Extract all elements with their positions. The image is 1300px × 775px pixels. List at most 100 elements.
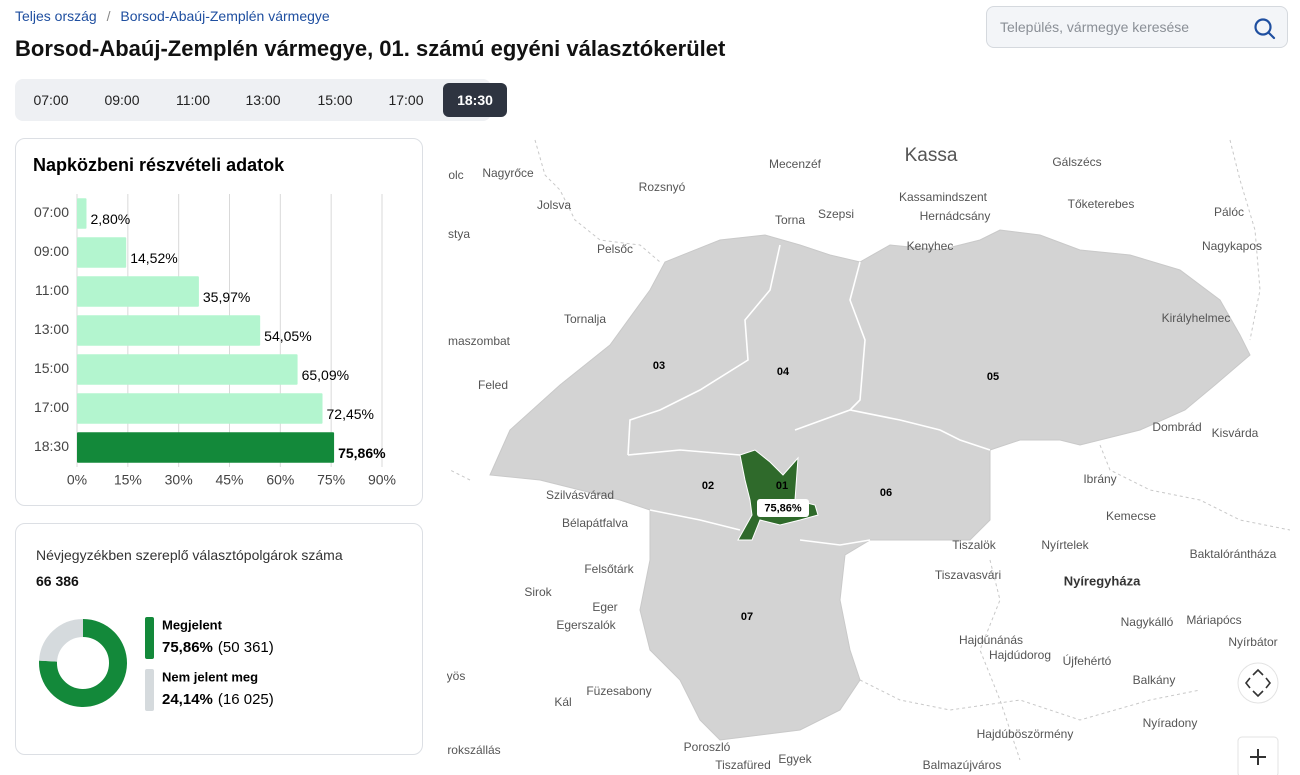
legend-percent: 75,86% [162,639,213,656]
zoom-in-icon [1250,749,1266,765]
place-label: Nyírtelek [1041,538,1089,552]
place-label: Pálóc [1214,205,1244,219]
time-tab[interactable]: 13:00 [245,92,281,108]
place-label: Nagykálló [1121,615,1174,629]
legend-swatch [145,617,154,659]
page-title: Borsod-Abaúj-Zemplén vármegye, 01. számú… [15,36,726,61]
place-label: Tiszafüred [715,758,771,772]
x-tick-label: 30% [165,472,193,488]
place-label: Jolsva [537,198,571,212]
border [794,409,991,451]
boundary [859,679,1201,721]
place-label: Sirok [524,585,552,599]
donut-segment [39,619,127,707]
place-label: maszombat [448,334,511,348]
time-tab[interactable]: 15:00 [317,92,353,108]
breadcrumb-link[interactable]: Borsod-Abaúj-Zemplén vármegye [120,8,330,24]
place-label: Dombrád [1152,420,1201,434]
recenter-button[interactable] [1237,662,1279,704]
place-label: Felsőtárk [584,562,634,576]
breadcrumb-separator: / [106,8,111,24]
donut-chart: Megjelent 75,86% (50 361) Nem jelent meg 24,… [39,617,274,711]
legend-value: 24,14% (16 025) [162,691,274,708]
place-label: rokszállás [447,743,500,757]
x-tick-label: 75% [317,472,345,488]
bar-chart: Napközbeni részvételi adatok 0% 15% 30% 45%… [33,155,396,488]
place-label: Kemecse [1106,509,1156,523]
search-icon[interactable] [1253,17,1277,41]
boundary [449,469,1021,761]
x-tick-label: 0% [67,472,87,488]
highlight-label-box [757,499,809,517]
time-tabs: 07:00 09:00 11:00 13:00 15:00 17:00 18:30 [15,79,507,121]
district-label: 05 [987,371,999,383]
place-label: Újfehértó [1063,653,1112,668]
place-label: Rozsnyó [639,180,686,194]
district-label: 01 [776,480,788,492]
place-label: Nyíregyháza [1064,573,1141,588]
place-label: Nagyrőce [482,166,534,180]
place-label: Királyhelmec [1162,311,1231,325]
border [649,509,741,531]
place-label: Poroszló [684,740,731,754]
registry-panel: Névjegyzékben szereplő választópolgárok … [15,523,423,755]
bar [77,237,127,268]
district-label: 07 [741,611,753,623]
place-label: Hernádcsány [920,209,991,223]
border [627,449,741,456]
bar [77,198,87,229]
map-control[interactable] [1237,662,1279,775]
place-label: Kál [554,695,571,709]
bar [77,276,199,307]
value-label: 35,97% [203,289,250,305]
y-tick-label: 18:30 [34,438,69,454]
time-tab[interactable]: 09:00 [104,92,140,108]
time-tab[interactable]: 18:30 [443,83,507,117]
value-label: 14,52% [130,250,177,266]
turnout-panel: Napközbeni részvételi adatok 0% 15% 30% 45%… [15,138,423,506]
value-label: 75,86% [338,445,386,461]
place-label: Hajdúböszörmény [977,727,1074,741]
place-label: Nagykapos [1202,239,1262,253]
place-label: Szepsi [818,207,854,221]
place-label: olc [448,168,463,182]
place-label: Torna [775,213,805,227]
border [799,539,871,546]
y-tick-label: 11:00 [35,282,69,298]
place-label: Tornalja [564,312,606,326]
border [627,244,781,456]
search-box[interactable]: Település, vármegye keresése [986,6,1288,48]
x-tick-label: 60% [266,472,294,488]
breadcrumb: Teljes ország / Borsod-Abaúj-Zemplén vár… [15,8,330,24]
place-label: Bélapátfalva [562,516,628,530]
value-label: 54,05% [264,328,311,344]
value-label: 72,45% [327,406,374,422]
time-tab[interactable]: 17:00 [388,92,424,108]
registry-title: Névjegyzékben szereplő választópolgárok … [36,547,343,563]
donut-segment [39,619,84,663]
place-label: Baktalórántháza [1190,547,1277,561]
place-label: Feled [478,378,508,392]
place-label: Gálszécs [1052,155,1101,169]
legend-percent: 24,14% [162,691,213,708]
time-tab[interactable]: 07:00 [33,92,69,108]
time-tab[interactable]: 11:00 [176,92,210,108]
value-label: 65,09% [302,367,349,383]
boundary [1099,444,1290,531]
registry-total: 66 386 [36,573,79,589]
district-borders [627,244,991,546]
highlighted-district[interactable] [737,449,819,541]
place-label: Szilvásvárad [546,488,614,502]
place-label: Tiszalök [952,538,997,552]
recenter-icon [1244,668,1272,698]
place-label: yös [447,669,465,683]
place-label: Ibrány [1083,472,1116,486]
place-label: Hajdúdorog [989,648,1051,662]
place-label: Nyíradony [1143,716,1198,730]
county-shape [489,229,1251,741]
place-label: Eger [592,600,617,614]
breadcrumb-link[interactable]: Teljes ország [15,8,97,24]
place-label: Máriapócs [1186,613,1241,627]
map[interactable]: 75,86% Kassa 01 02 03 04 05 06 07 olc Nagyrőce Me… [447,130,1290,775]
